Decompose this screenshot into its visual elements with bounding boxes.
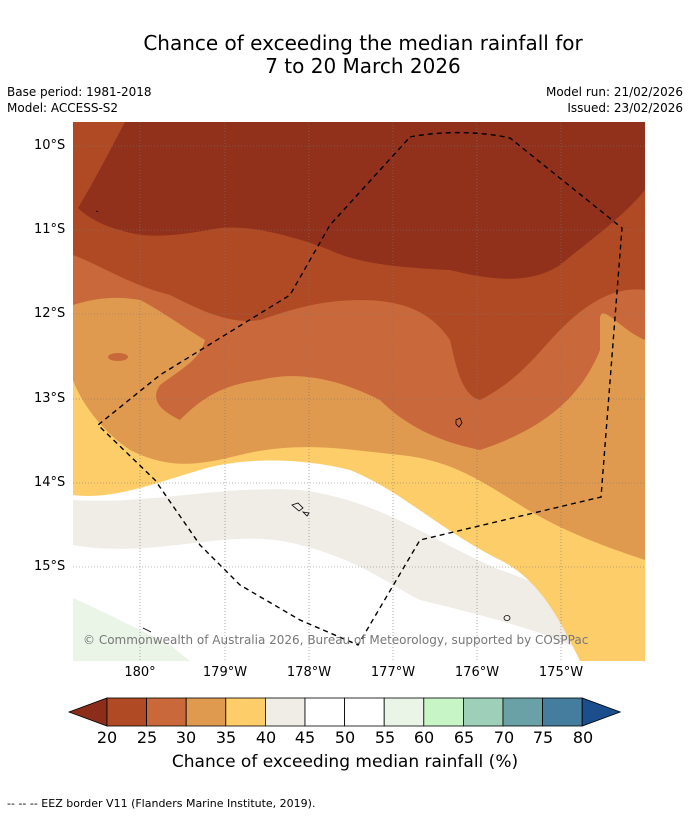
lat-label: 11°S	[34, 222, 66, 237]
colorbar-tick: 65	[453, 728, 475, 747]
lon-label: 175°W	[538, 665, 584, 680]
lat-label: 12°S	[34, 306, 66, 321]
colorbar-label: Chance of exceeding median rainfall (%)	[171, 752, 519, 772]
colorbar-segment	[304, 697, 345, 727]
colorbar-tick: 55	[374, 728, 396, 747]
chart-title-line1: Chance of exceeding the median rainfall …	[143, 31, 583, 55]
eez-border	[96, 131, 623, 646]
colorbar-segment	[383, 697, 425, 727]
colorbar-segment	[462, 697, 504, 727]
meta-right: Model run: 21/02/2026 Issued: 23/02/2026	[546, 84, 683, 116]
colorbar-segment	[423, 697, 464, 727]
colorbar-segment	[146, 697, 187, 727]
colorbar-tick: 50	[334, 728, 356, 747]
lon-label: 178°W	[286, 665, 332, 680]
colorbar-tick: 60	[413, 728, 435, 747]
colorbar-tick: 35	[215, 728, 237, 747]
colorbar-tick: 70	[493, 728, 515, 747]
colorbar-tick: 25	[136, 728, 158, 747]
issued-date: Issued: 23/02/2026	[567, 101, 683, 115]
meta-left: Base period: 1981-2018 Model: ACCESS-S2	[7, 84, 152, 116]
colorbar-segment	[106, 697, 147, 727]
model-run: Model run: 21/02/2026	[545, 85, 683, 99]
colorbar-tick: 45	[294, 728, 316, 747]
colorbar-extend-high	[581, 697, 622, 727]
copyright-notice: © Commonwealth of Australia 2026, Bureau…	[83, 633, 589, 647]
base-period: Base period: 1981-2018	[7, 85, 152, 99]
colorbar-tick: 20	[96, 728, 118, 747]
colorbar-segment	[502, 697, 543, 727]
lon-label: 177°W	[370, 665, 416, 680]
rainfall-map	[73, 122, 645, 661]
lon-label: 179°W	[202, 665, 248, 680]
colorbar-segment	[344, 697, 385, 727]
model-name: Model: ACCESS-S2	[7, 101, 119, 115]
colorbar-tick: 40	[255, 728, 277, 747]
chart-title-line2: 7 to 20 March 2026	[265, 54, 461, 78]
colorbar-extend-low	[67, 697, 108, 727]
colorbar-tick: 30	[175, 728, 197, 747]
colorbar-segment	[264, 697, 306, 727]
lon-label: 180°	[124, 665, 156, 680]
colorbar	[67, 697, 622, 727]
colorbar-segment	[225, 697, 266, 727]
colorbar-segment	[542, 697, 583, 727]
lat-label: 13°S	[34, 391, 66, 406]
gridlines	[73, 122, 645, 661]
colorbar-tick: 80	[572, 728, 594, 747]
map-fill	[73, 122, 645, 661]
colorbar-tick: 75	[532, 728, 554, 747]
lat-label: 15°S	[34, 559, 66, 574]
lat-label: 14°S	[34, 475, 66, 490]
eez-legend-note: -- -- -- EEZ border V11 (Flanders Marine…	[7, 797, 316, 810]
lon-label: 176°W	[454, 665, 500, 680]
colorbar-segment	[185, 697, 227, 727]
islands	[95, 210, 511, 633]
lat-label: 10°S	[34, 138, 66, 153]
